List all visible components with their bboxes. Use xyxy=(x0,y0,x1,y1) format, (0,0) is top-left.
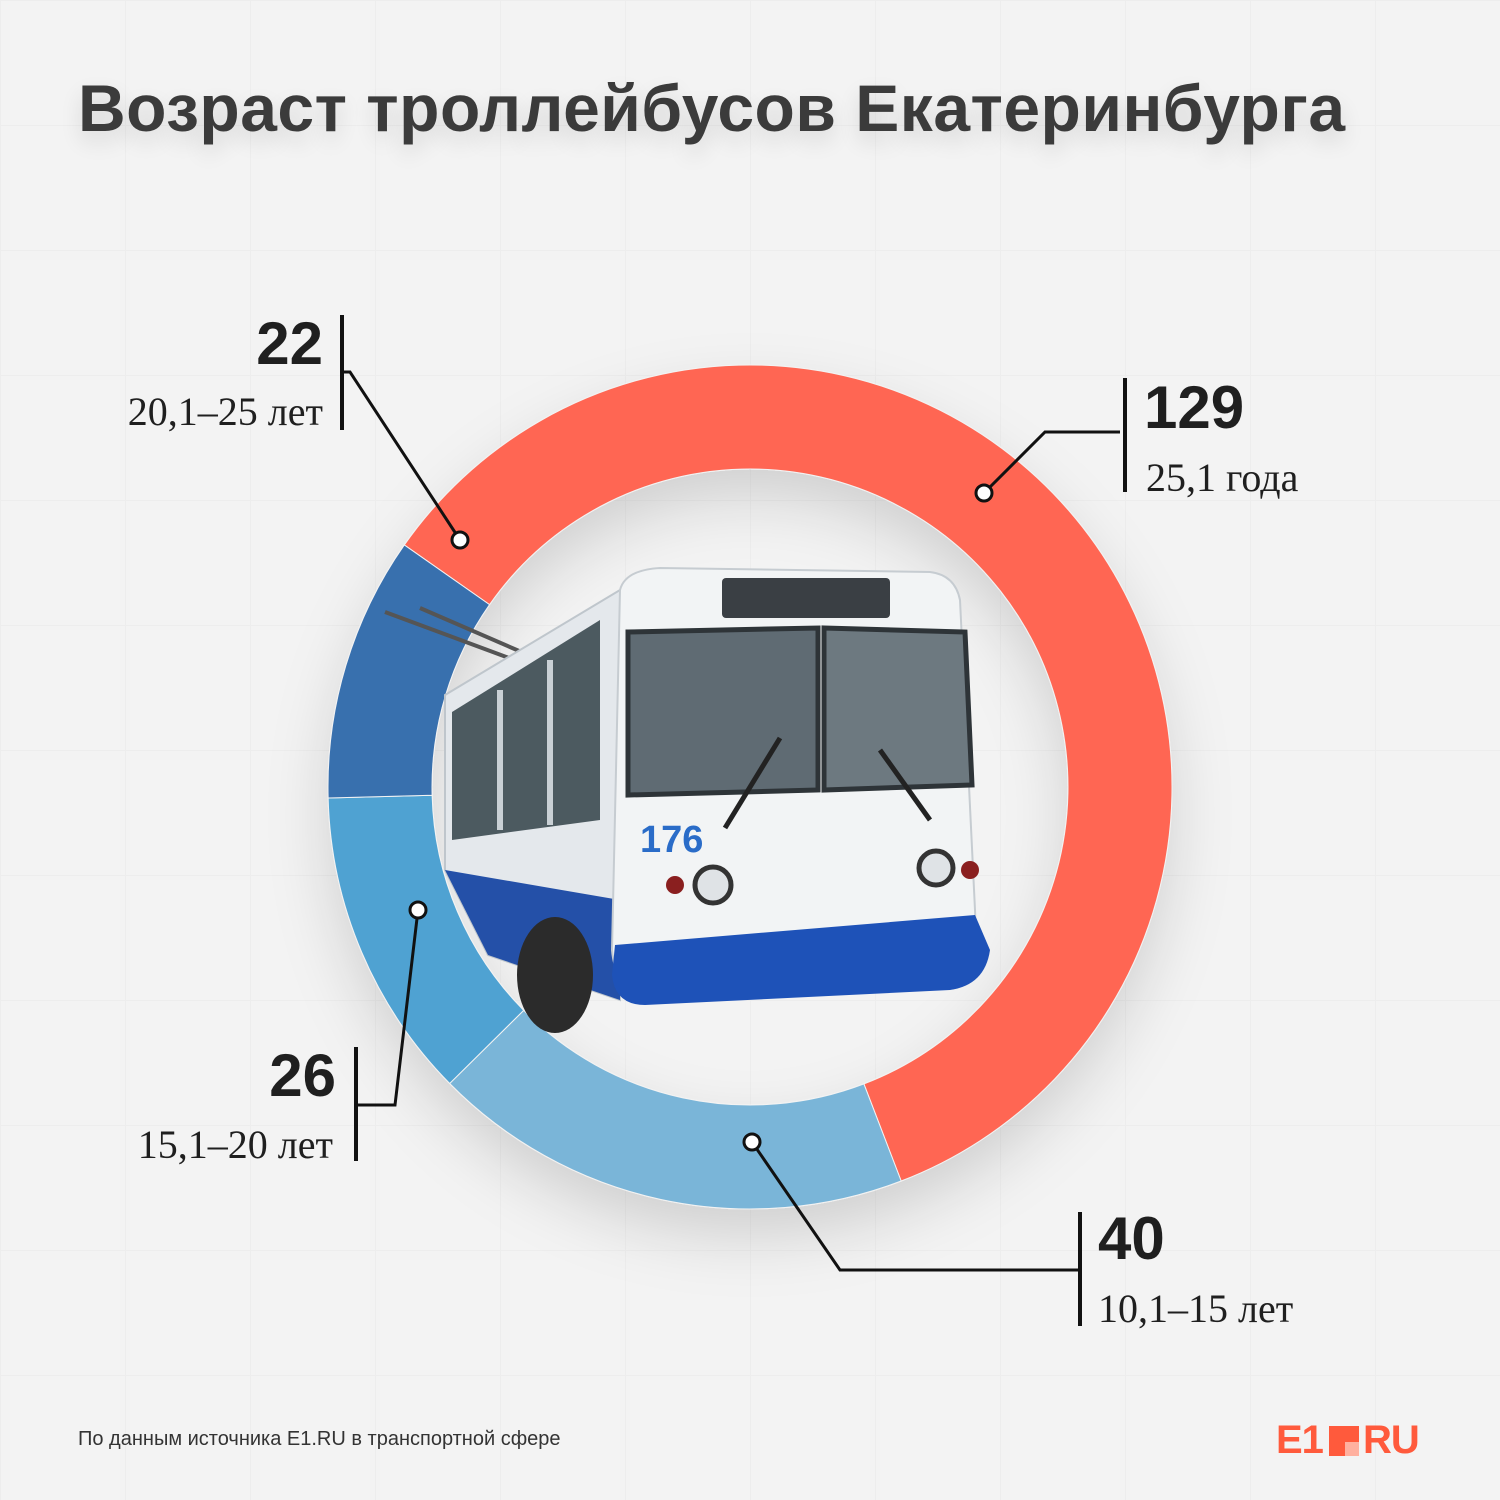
label-bars xyxy=(340,315,1127,1326)
marker-26 xyxy=(408,900,428,920)
source-note: По данным источника E1.RU в транспортной… xyxy=(78,1428,561,1450)
trolleybus-photo: 176 xyxy=(384,566,990,1033)
logo-e1-text: E1 xyxy=(1276,1418,1324,1462)
svg-text:176: 176 xyxy=(640,819,703,861)
donut-slice-22 xyxy=(327,544,491,799)
value-label-40: 40 xyxy=(1098,1205,1165,1272)
page-title: Возраст троллейбусов Екатеринбурга xyxy=(78,71,1346,145)
value-label-26: 26 xyxy=(269,1042,336,1109)
range-label-129: 25,1 года xyxy=(1146,455,1299,500)
value-label-22: 22 xyxy=(256,310,323,377)
marker-40 xyxy=(742,1132,762,1152)
slice-markers xyxy=(408,483,994,1152)
donut-slices xyxy=(327,364,1173,1210)
range-label-40: 10,1–15 лет xyxy=(1098,1286,1293,1331)
range-label-26: 15,1–20 лет xyxy=(138,1122,333,1167)
range-label-22: 20,1–25 лет xyxy=(128,389,323,434)
donut-slice-40 xyxy=(448,1009,902,1210)
value-label-129: 129 xyxy=(1144,374,1244,441)
marker-22 xyxy=(450,530,470,550)
logo-ru-text: RU xyxy=(1362,1418,1420,1462)
e1-logo: E1 RU xyxy=(1276,1418,1420,1463)
logo-square-icon xyxy=(1328,1425,1359,1456)
donut-slice-129 xyxy=(403,364,1173,1182)
marker-129 xyxy=(974,483,994,503)
